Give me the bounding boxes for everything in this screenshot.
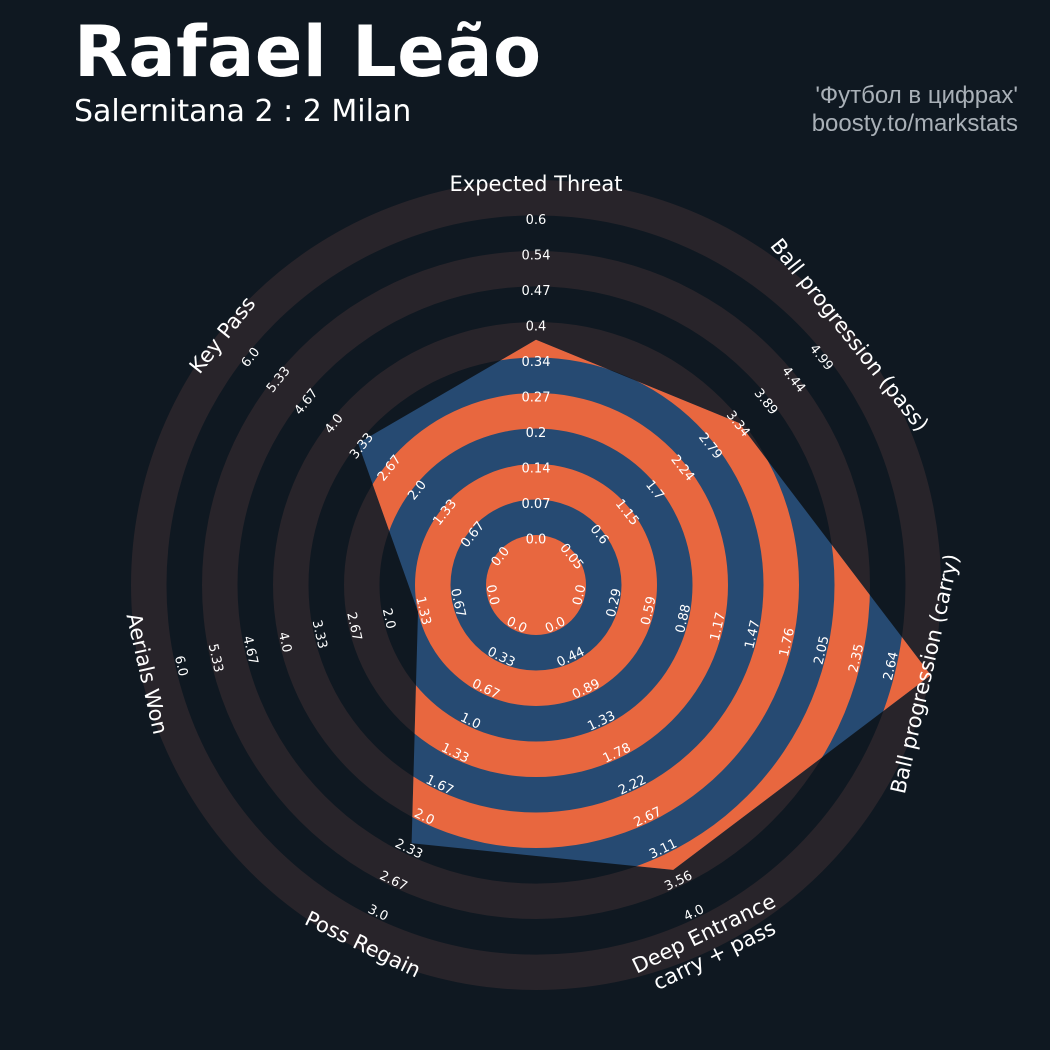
tick-label: 0.47: [522, 284, 551, 299]
player-ring: [415, 464, 657, 706]
player-ring: [486, 535, 586, 635]
tick-label: 0.67: [447, 587, 468, 619]
tick-label: 0.27: [522, 391, 551, 406]
tick-label: 0.2: [526, 426, 547, 441]
tick-label: 0.88: [673, 603, 694, 635]
credit-line-2: boosty.to/markstats: [811, 110, 1018, 137]
tick-label: 1.47: [742, 619, 763, 651]
credit-line-1: 'Футбол в цифрах': [815, 82, 1018, 109]
tick-label: 1.33: [412, 595, 433, 627]
tick-label: 2.05: [812, 635, 833, 667]
tick-label: 0.29: [604, 587, 625, 619]
player-rings: [358, 339, 931, 870]
tick-label: 2.35: [846, 642, 867, 674]
tick-label: 2.67: [343, 611, 364, 643]
tick-label: 5.33: [205, 642, 226, 674]
match-subtitle: Salernitana 2 : 2 Milan: [74, 94, 412, 129]
tick-label: 1.76: [777, 627, 798, 659]
tick-label: 0.14: [522, 462, 551, 477]
tick-label: 0.07: [522, 497, 551, 512]
tick-label: 0.4: [526, 320, 547, 335]
tick-label: 0.0: [570, 583, 589, 607]
tick-label: 2.64: [881, 650, 902, 682]
tick-label: 6.0: [171, 654, 190, 678]
tick-label: 0.0: [482, 583, 501, 607]
tick-label: 2.0: [379, 607, 398, 631]
player-name-title: Rafael Leão: [74, 11, 542, 93]
tick-label: 4.67: [239, 635, 260, 667]
tick-label: 0.54: [522, 249, 551, 264]
tick-label: 0.59: [639, 595, 660, 627]
axis-label: Deep Entrancecarry + pass: [628, 889, 789, 1000]
tick-label: 1.17: [708, 611, 729, 643]
tick-label: 0.34: [522, 355, 551, 370]
axis-label: Expected Threat: [450, 172, 623, 196]
tick-label: 0.6: [526, 213, 547, 228]
tick-label: 3.33: [309, 619, 330, 651]
tick-label: 4.0: [275, 631, 294, 655]
tick-label: 0.0: [526, 533, 547, 548]
